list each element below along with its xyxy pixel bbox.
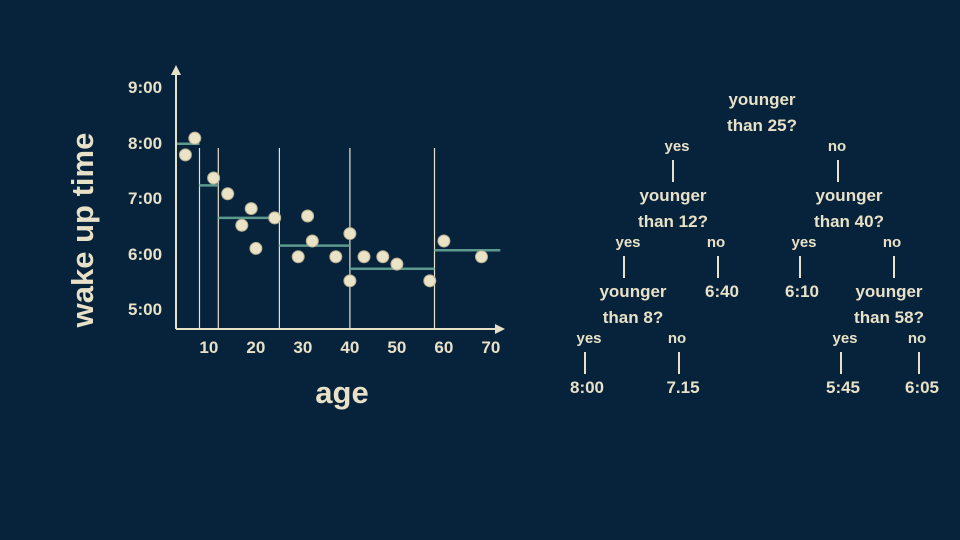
node-root: younger than 25? [727,87,797,139]
prediction-segments [176,142,501,271]
x-tick-label: 20 [246,338,266,357]
node-right-right: younger than 58? [854,279,924,331]
node-left: younger than 12? [638,183,708,235]
branch-left-left-yes: yes [576,330,602,347]
branch-root-no: no [827,138,847,155]
stem-right-yes [799,256,801,278]
data-point-12 [343,227,357,241]
data-point-1 [188,131,202,145]
node-left-left-line1: younger [599,282,667,301]
y-tick-label: 6:00 [128,244,163,264]
stem-right-right-yes [840,352,842,374]
y-tick-label: 9:00 [128,78,163,98]
x-tick-label: 70 [481,338,501,357]
data-point-19 [475,250,488,264]
stem-left-left-no [678,352,680,374]
stem-right-no [893,256,895,278]
data-points [178,131,488,288]
x-tick-label: 60 [434,338,454,357]
stem-root-yes [672,160,674,182]
leaf-8-00: 8:00 [569,378,605,397]
stem-root-no [837,160,839,182]
node-left-line1: younger [639,186,707,205]
node-left-left: younger than 8? [599,279,666,331]
data-point-14 [357,250,371,264]
data-point-15 [376,250,390,264]
branch-right-no: no [882,234,902,251]
data-point-8 [291,250,305,264]
node-left-left-line2: than 8? [602,308,664,327]
data-point-3 [221,187,235,201]
leaf-6-05: 6:05 [904,378,940,397]
stem-left-yes [623,256,625,278]
data-point-18 [437,234,451,248]
x-tick-label: 10 [199,338,219,357]
branch-right-right-no: no [907,330,927,347]
node-root-line1: younger [728,90,796,109]
data-point-16 [390,257,404,271]
x-tick-label: 30 [293,338,313,357]
branch-right-right-yes: yes [832,330,858,347]
node-right-line1: younger [815,186,883,205]
data-point-2 [207,171,221,185]
branch-left-no: no [706,234,726,251]
y-tick-label: 7:00 [128,189,163,209]
node-root-line2: than 25? [727,116,797,135]
data-point-10 [305,234,319,248]
leaf-6-40: 6:40 [704,282,740,301]
data-point-6 [249,241,263,255]
stem-left-no [717,256,719,278]
stem-left-left-yes [584,352,586,374]
x-axis-arrow [495,324,505,334]
data-point-17 [423,274,437,288]
stem-right-right-no [918,352,920,374]
data-point-5 [244,202,258,216]
node-right: younger than 40? [814,183,884,235]
node-left-line2: than 12? [638,212,708,231]
branch-right-yes: yes [791,234,817,251]
branch-root-yes: yes [664,138,690,155]
leaf-5-45: 5:45 [825,378,861,397]
leaf-7-15: 7.15 [666,378,700,397]
data-point-9 [301,209,315,223]
x-tick-label: 40 [340,338,360,357]
x-tick-label: 50 [387,338,407,357]
data-point-4 [235,218,249,232]
y-tick-label: 8:00 [128,133,163,153]
data-point-0 [178,148,192,162]
axes [171,65,505,334]
branch-left-yes: yes [615,234,641,251]
node-right-right-line1: younger [855,282,923,301]
branch-left-left-no: no [667,330,687,347]
leaf-6-10: 6:10 [784,282,820,301]
data-point-7 [268,211,282,225]
y-tick-label: 5:00 [128,300,163,320]
y-axis-title: wake up time [65,132,100,328]
node-right-line2: than 40? [814,212,884,231]
data-point-11 [329,250,343,264]
node-right-right-line2: than 58? [854,308,924,327]
y-axis-arrow [171,65,181,75]
x-axis-title: age [315,375,369,410]
data-point-13 [343,274,357,288]
